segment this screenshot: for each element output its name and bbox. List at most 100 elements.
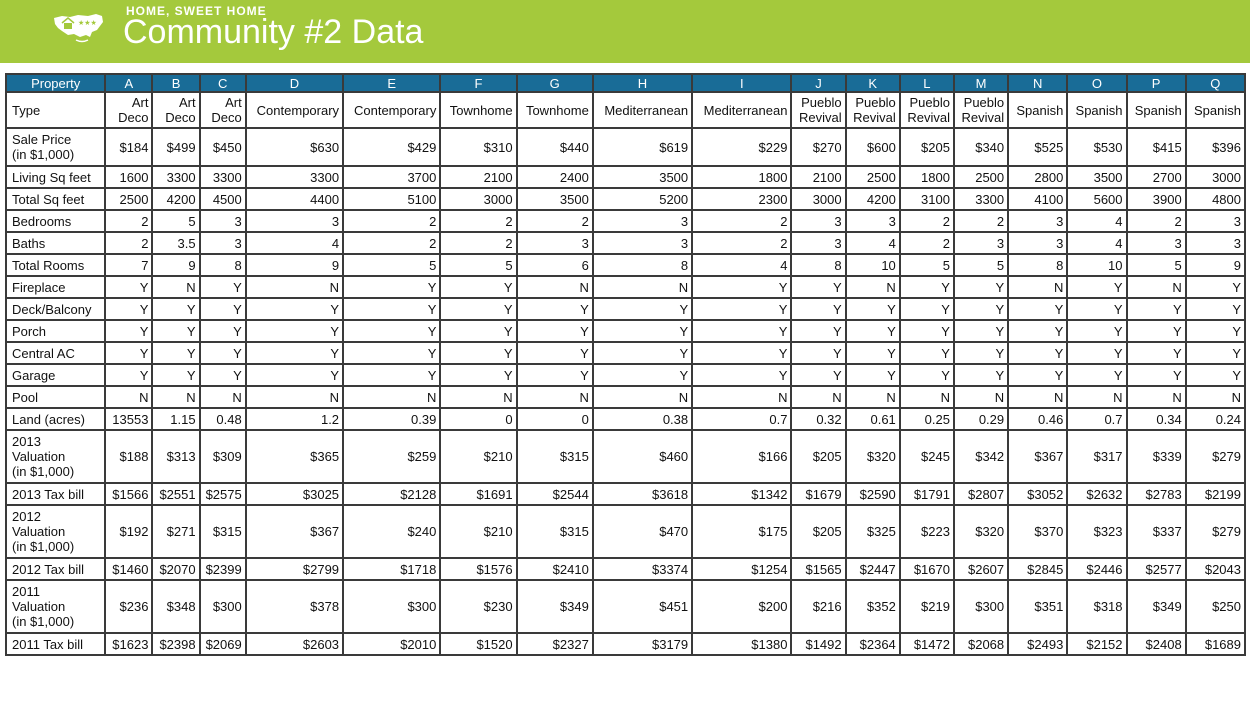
- table-cell: Y: [1007, 341, 1069, 365]
- cell-text: (in $1,000): [12, 614, 75, 629]
- table-cell: Mediterranean: [691, 91, 793, 129]
- table-cell: Y: [1066, 275, 1128, 299]
- table-cell: 9: [151, 253, 201, 277]
- table-cell: 2700: [1125, 165, 1187, 189]
- table-cell: Contemporary: [244, 91, 345, 129]
- table-cell: Art Deco: [104, 91, 154, 129]
- table-cell: 4: [244, 231, 345, 255]
- table-cell: $175: [691, 504, 793, 559]
- table-cell: Y: [439, 297, 518, 321]
- table-cell: $320: [952, 504, 1010, 559]
- table-cell: 3500: [1066, 165, 1128, 189]
- table-cell: 8: [790, 253, 847, 277]
- table-cell: $352: [844, 579, 901, 634]
- cell-text: Spanish: [1075, 102, 1123, 118]
- row-label: 2011 Tax bill: [4, 632, 107, 656]
- cell-text: 2013 Tax bill: [12, 486, 85, 502]
- table-cell: $309: [198, 429, 247, 484]
- table-cell: 5200: [591, 187, 694, 211]
- table-cell: $2551: [151, 482, 201, 506]
- table-cell: 4: [1066, 231, 1128, 255]
- table-cell: 9: [244, 253, 345, 277]
- row-label: 2011 Valuation (in $1,000): [4, 579, 107, 634]
- table-cell: Pueblo Revival: [790, 91, 847, 129]
- cell-text: Pueblo: [963, 95, 1005, 110]
- table-cell: Y: [515, 297, 594, 321]
- table-cell: $2577: [1125, 557, 1187, 581]
- table-cell: $1623: [104, 632, 154, 656]
- table-cell: Y: [790, 297, 847, 321]
- table-cell: N: [952, 385, 1010, 409]
- table-cell: Townhome: [515, 91, 594, 129]
- table-cell: Y: [439, 275, 518, 299]
- table-cell: 5: [439, 253, 518, 277]
- table-cell: 3: [844, 209, 901, 233]
- table-cell: Y: [691, 275, 793, 299]
- table-row: 2012 Valuation (in $1,000) $192 $271 $315 $367…: [4, 504, 1247, 559]
- table-cell: Y: [342, 297, 442, 321]
- table-cell: $530: [1066, 127, 1128, 167]
- table-cell: 0.48: [198, 407, 247, 431]
- table-row: Total Rooms 7 9 8 9 5 5 6 8 4 8 10 5 5 8 10 5 9: [4, 253, 1247, 277]
- table-cell: $245: [898, 429, 955, 484]
- table-cell: $200: [691, 579, 793, 634]
- table-cell: $2607: [952, 557, 1010, 581]
- table-cell: 2500: [952, 165, 1010, 189]
- table-cell: 2400: [515, 165, 594, 189]
- table-row: Pool N N N N N N N N N N N N N N N N N: [4, 385, 1247, 409]
- table-cell: Y: [439, 363, 518, 387]
- row-label: Central AC: [4, 341, 107, 365]
- table-cell: Y: [515, 363, 594, 387]
- table-row-type: Type Art Deco Art Deco Art Deco Contemporary Con…: [4, 91, 1247, 129]
- table-cell: 0.25: [898, 407, 955, 431]
- table-cell: 1.2: [244, 407, 345, 431]
- table-row: 2013 Tax bill $1566 $2551 $2575 $3025 $2128 $1…: [4, 482, 1247, 506]
- table-cell: 0.34: [1125, 407, 1187, 431]
- table-row: Baths 2 3.5 3 4 2 2 3 3 2 3 4 2 3 3 4 3 3: [4, 231, 1247, 255]
- table-cell: 0.24: [1184, 407, 1247, 431]
- table-cell: Art Deco: [151, 91, 201, 129]
- table-cell: $205: [790, 429, 847, 484]
- table-cell: $315: [198, 504, 247, 559]
- table-cell: $229: [691, 127, 793, 167]
- cell-text: Mediterranean: [703, 102, 788, 118]
- table-cell: 3: [790, 209, 847, 233]
- table-cell: $2783: [1125, 482, 1187, 506]
- table-cell: $349: [515, 579, 594, 634]
- table-cell: N: [515, 275, 594, 299]
- table-cell: $450: [198, 127, 247, 167]
- table-cell: Mediterranean: [591, 91, 694, 129]
- table-cell: Y: [151, 363, 201, 387]
- table-row: Bedrooms 2 5 3 3 2 2 2 3 2 3 3 2 2 3 4 2 3: [4, 209, 1247, 233]
- table-cell: Y: [342, 341, 442, 365]
- table-cell: N: [790, 385, 847, 409]
- table-cell: 5: [952, 253, 1010, 277]
- table-cell: 13553: [104, 407, 154, 431]
- cell-text: Valuation: [12, 449, 66, 464]
- table-cell: 2: [439, 209, 518, 233]
- table-cell: $2632: [1066, 482, 1128, 506]
- table-cell: $2327: [515, 632, 594, 656]
- cell-text: Revival: [799, 110, 842, 125]
- table-cell: 1.15: [151, 407, 201, 431]
- table-cell: $166: [691, 429, 793, 484]
- table-cell: $310: [439, 127, 518, 167]
- table-row: Land (acres) 13553 1.15 0.48 1.2 0.39 0 0 0.38 0.…: [4, 407, 1247, 431]
- table-cell: 3000: [1184, 165, 1247, 189]
- table-cell: Y: [198, 297, 247, 321]
- table-cell: Y: [342, 275, 442, 299]
- table-cell: $2199: [1184, 482, 1247, 506]
- table-row: 2011 Valuation (in $1,000) $236 $348 $300 $378…: [4, 579, 1247, 634]
- column-header-j: J: [790, 73, 847, 93]
- cell-text: Spanish: [1016, 102, 1064, 118]
- table-cell: Y: [691, 297, 793, 321]
- table-cell: Y: [591, 297, 694, 321]
- cell-text: Garage: [12, 367, 56, 383]
- table-cell: Y: [1184, 341, 1247, 365]
- table-cell: Y: [1066, 297, 1128, 321]
- cell-text: 2011 Tax bill: [12, 636, 84, 652]
- table-cell: 3900: [1125, 187, 1187, 211]
- usa-house-logo-icon: ★★★: [54, 14, 103, 43]
- table-row: Living Sq feet 1600 3300 3300 3300 3700 2100 24…: [4, 165, 1247, 189]
- table-cell: Y: [1125, 297, 1187, 321]
